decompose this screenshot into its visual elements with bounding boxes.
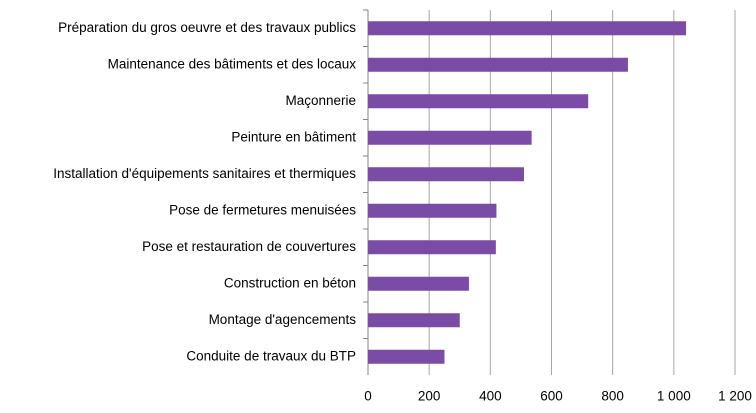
bar — [368, 349, 445, 364]
x-tick-label: 800 — [601, 389, 624, 404]
y-tick-label: Maçonnerie — [285, 93, 356, 108]
y-tick-label: Construction en béton — [224, 275, 356, 290]
x-tick-label: 600 — [540, 389, 563, 404]
bar — [368, 21, 687, 36]
y-tick-label: Installation d'équipements sanitaires et… — [53, 166, 356, 181]
y-tick-label: Maintenance des bâtiments et des locaux — [108, 56, 357, 71]
y-tick-label: Conduite de travaux du BTP — [186, 348, 356, 363]
y-tick-label: Montage d'agencements — [209, 312, 357, 327]
x-tick-label: 1 000 — [657, 389, 691, 404]
bar — [368, 167, 524, 182]
bar — [368, 94, 589, 109]
x-tick-label: 0 — [364, 389, 372, 404]
y-tick-label: Pose et restauration de couvertures — [142, 239, 356, 254]
bar — [368, 313, 460, 328]
y-tick-label: Pose de fermetures menuisées — [169, 202, 356, 217]
y-tick-label: Peinture en bâtiment — [231, 129, 356, 144]
x-tick-label: 400 — [479, 389, 502, 404]
bar — [368, 130, 532, 145]
bar — [368, 203, 497, 218]
y-tick-label: Préparation du gros oeuvre et des travau… — [58, 20, 356, 35]
bar — [368, 240, 496, 255]
x-tick-label: 200 — [418, 389, 441, 404]
bar — [368, 276, 469, 291]
bar — [368, 57, 628, 72]
x-tick-label: 1 200 — [718, 389, 752, 404]
